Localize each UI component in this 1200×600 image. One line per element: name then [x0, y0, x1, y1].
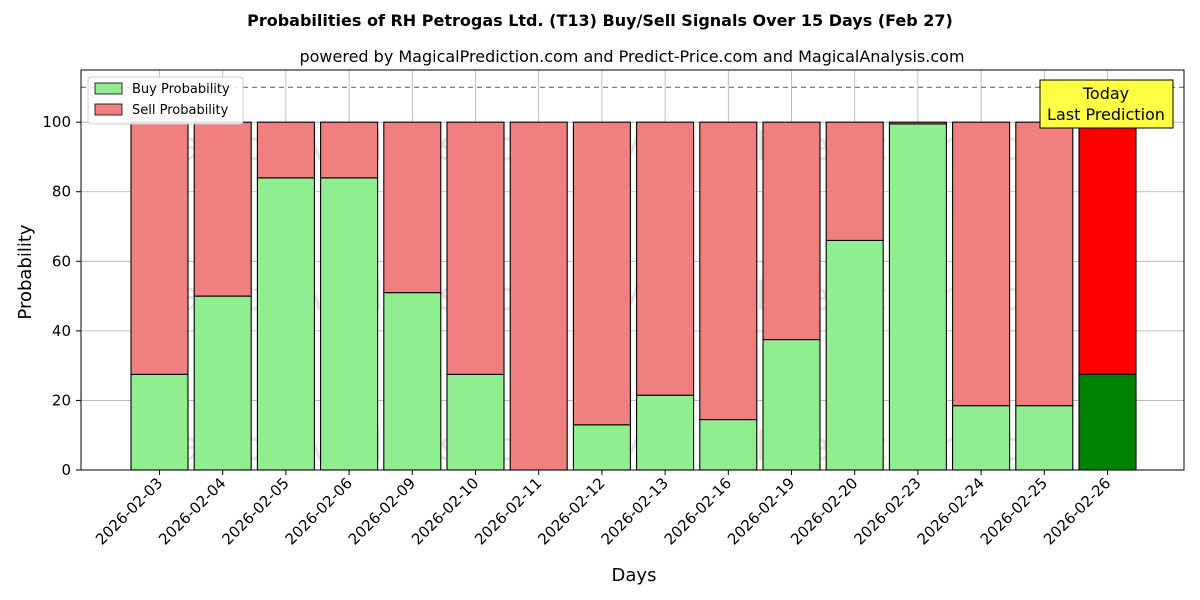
bar-buy-2026-02-06	[320, 177, 379, 471]
bar-buy-2026-02-04	[193, 295, 252, 471]
today-annotation-line2: Last Prediction	[1047, 105, 1165, 124]
bars	[130, 121, 1137, 471]
bar-sell-2026-02-24	[952, 121, 1011, 407]
bar-buy-2026-02-24	[952, 405, 1011, 471]
legend: Buy Probability Sell Probability	[87, 76, 244, 125]
bar-sell-2026-02-20	[825, 121, 884, 241]
bar-sell-2026-02-09	[383, 121, 442, 294]
bar-sell-2026-02-26	[1078, 121, 1137, 375]
chart-subtitle: powered by MagicalPrediction.com and Pre…	[299, 47, 964, 66]
x-tick-label: 2026-02-09	[345, 474, 419, 548]
bar-buy-2026-02-12	[572, 424, 631, 471]
bar-buy-2026-02-23	[888, 123, 947, 471]
bar-buy-2026-02-16	[699, 419, 758, 471]
bar-buy-2026-02-13	[636, 394, 695, 471]
bar-sell-2026-02-05	[256, 121, 315, 179]
y-tick-label: 20	[52, 391, 71, 409]
bar-sell-2026-02-19	[762, 121, 821, 341]
today-annotation: Today Last Prediction	[1039, 79, 1174, 129]
legend-label-sell: Sell Probability	[132, 103, 229, 118]
x-tick-label: 2026-02-05	[218, 474, 292, 548]
bar-buy-2026-02-09	[383, 292, 442, 471]
x-tick-label: 2026-02-11	[471, 474, 545, 548]
bar-sell-2026-02-16	[699, 121, 758, 421]
bar-sell-2026-02-04	[193, 121, 252, 297]
x-tick-label: 2026-02-25	[977, 474, 1051, 548]
y-axis-label: Probability	[15, 224, 36, 319]
bar-sell-2026-02-25	[1015, 121, 1074, 407]
bar-sell-2026-02-03	[130, 121, 189, 375]
bar-sell-2026-02-13	[636, 121, 695, 396]
today-annotation-line1: Today	[1082, 84, 1129, 103]
legend-swatch-sell	[94, 103, 123, 116]
y-tick-label: 60	[52, 252, 71, 270]
plot-area	[80, 69, 1185, 471]
x-tick-label: 2026-02-04	[155, 474, 229, 548]
x-tick-label: 2026-02-23	[850, 474, 924, 548]
bar-sell-2026-02-23	[888, 121, 947, 125]
legend-box	[87, 76, 244, 125]
y-tick-label: 0	[61, 461, 71, 479]
bar-sell-2026-02-06	[320, 121, 379, 179]
bar-buy-2026-02-03	[130, 373, 189, 471]
y-tick-label: 40	[52, 322, 71, 340]
bar-buy-2026-02-25	[1015, 405, 1074, 471]
y-axis: 0 20 40 60 80 100	[42, 113, 81, 479]
x-tick-label: 2026-02-12	[534, 474, 608, 548]
x-tick-label: 2026-02-24	[914, 474, 988, 548]
bar-sell-2026-02-10	[446, 121, 505, 375]
bar-sell-2026-02-12	[572, 121, 631, 426]
x-tick-label: 2026-02-13	[598, 474, 672, 548]
bar-buy-2026-02-10	[446, 373, 505, 471]
bar-sell-2026-02-11	[509, 121, 568, 471]
bar-buy-2026-02-05	[256, 177, 315, 471]
x-tick-label: 2026-02-16	[661, 474, 735, 548]
legend-label-buy: Buy Probability	[132, 82, 230, 97]
bar-buy-2026-02-26	[1078, 373, 1137, 471]
today-annotation-box	[1039, 79, 1174, 129]
y-tick-label: 80	[52, 183, 71, 201]
bar-buy-2026-02-20	[825, 239, 884, 471]
x-axis-label: Days	[612, 565, 657, 586]
y-tick-label: 100	[42, 113, 71, 131]
x-tick-label: 2026-02-26	[1040, 474, 1114, 548]
bar-buy-2026-02-19	[762, 339, 821, 471]
x-tick-label: 2026-02-06	[282, 474, 356, 548]
x-tick-label: 2026-02-03	[92, 474, 166, 548]
x-axis: 2026-02-032026-02-042026-02-052026-02-06…	[92, 470, 1114, 548]
legend-swatch-buy	[94, 82, 123, 95]
x-tick-label: 2026-02-10	[408, 474, 482, 548]
chart-title: Probabilities of RH Petrogas Ltd. (T13) …	[247, 11, 953, 30]
x-tick-label: 2026-02-20	[787, 474, 861, 548]
x-tick-label: 2026-02-19	[724, 474, 798, 548]
